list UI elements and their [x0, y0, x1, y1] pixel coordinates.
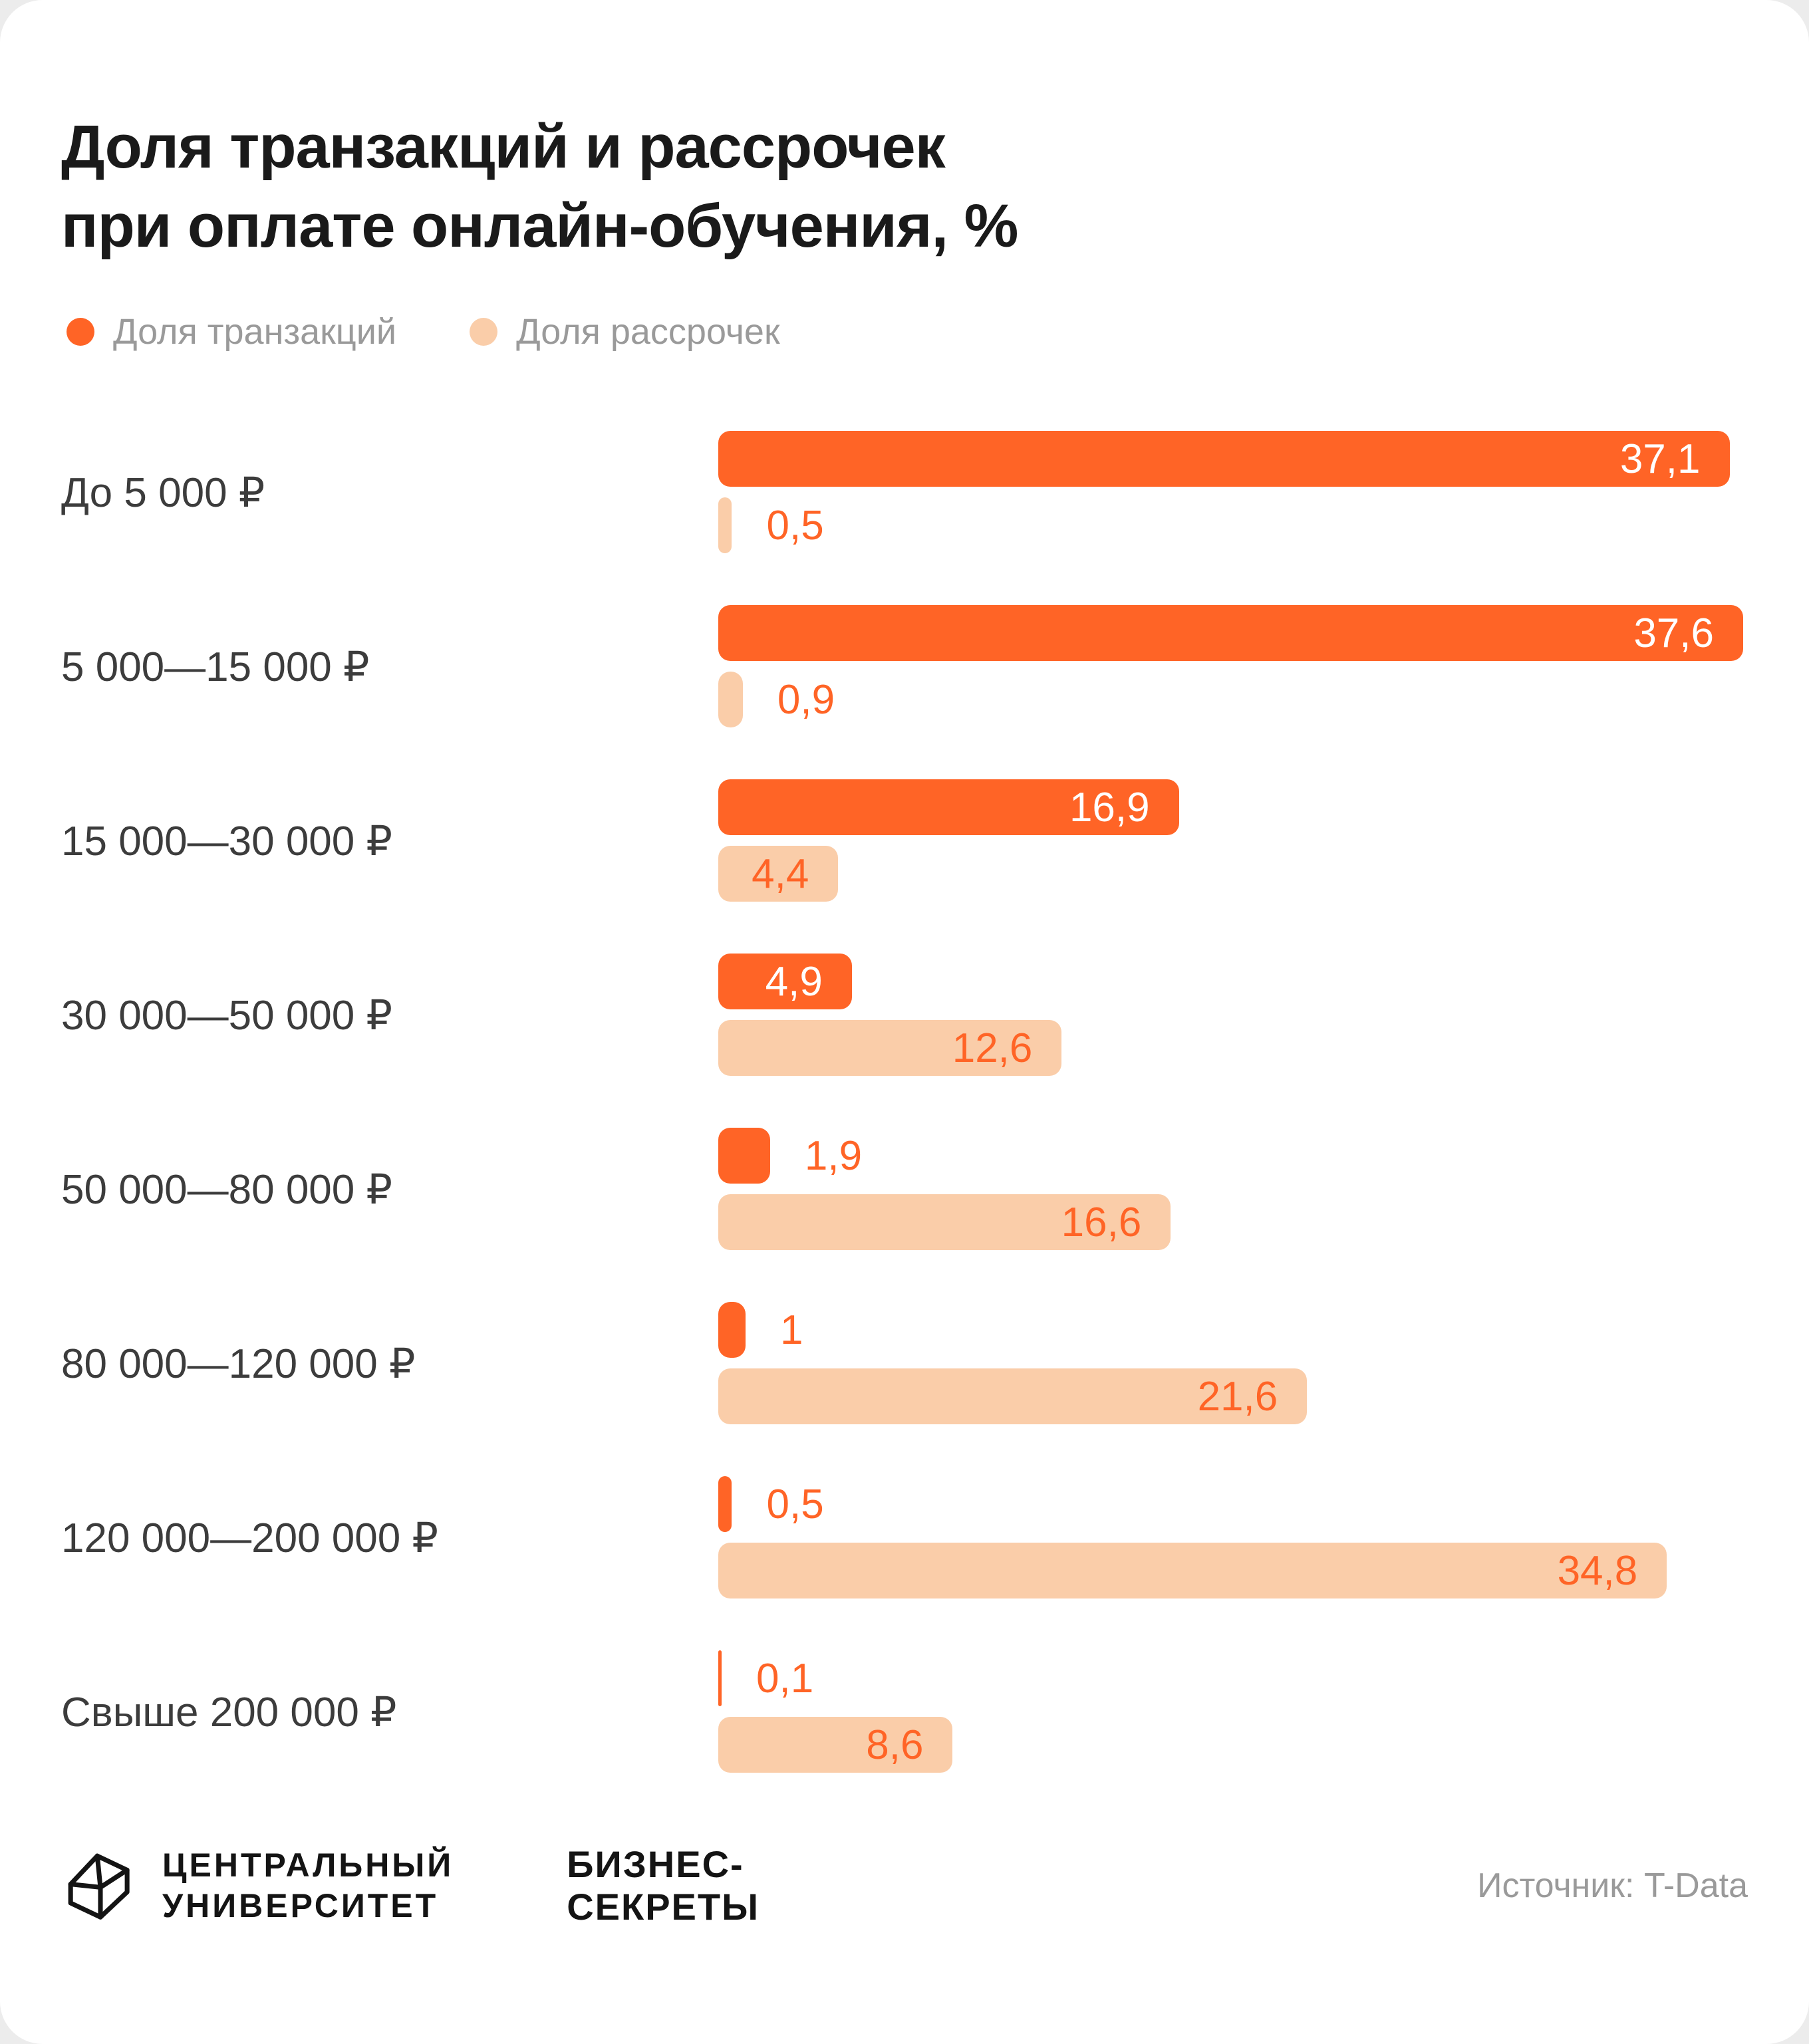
bar-value-label: 0,9 [777, 676, 835, 723]
bar-value-label: 37,1 [1619, 436, 1701, 482]
business-secrets-line2: Секреты [567, 1886, 760, 1928]
legend-item-transactions: Доля транзакций [67, 311, 396, 352]
bar-track: 37,1 [718, 431, 1743, 487]
installments-bar: 8,6 [718, 1717, 953, 1773]
installments-bar [718, 672, 743, 727]
installments-bar: 34,8 [718, 1543, 1667, 1598]
bar-value-label: 16,9 [1069, 784, 1150, 830]
bar-value-label: 21,6 [1197, 1373, 1278, 1420]
bar-track: 12,6 [718, 1020, 1743, 1076]
bar-track: 0,9 [718, 672, 1743, 727]
business-secrets-logo: Бизнес- Секреты [567, 1843, 760, 1929]
bar-track: 1,9 [718, 1128, 1743, 1184]
category-label: 5 000—15 000 ₽ [61, 644, 370, 690]
central-university-logo-text: Центральный Университет [162, 1845, 454, 1926]
bar-value-label: 8,6 [866, 1722, 924, 1768]
chart-row: 50 000—80 000 ₽ 1,9 16,6 [61, 1128, 1743, 1250]
bar-value-label: 1,9 [804, 1132, 863, 1179]
central-university-line1: Центральный [162, 1847, 454, 1884]
bar-group: 1 21,6 [718, 1302, 1743, 1424]
bar-group: 4,9 12,6 [718, 954, 1743, 1076]
central-university-line2: Университет [162, 1887, 439, 1925]
category-label: Свыше 200 000 ₽ [61, 1689, 397, 1735]
page-title: Доля транзакций и рассрочек при оплате о… [61, 108, 1018, 267]
bar-track: 4,4 [718, 846, 1743, 902]
bar-track: 34,8 [718, 1543, 1743, 1598]
bar-track: 8,6 [718, 1717, 1743, 1773]
page-title-line2: при оплате онлайн-обучения, % [61, 192, 1018, 261]
bar-track: 16,6 [718, 1194, 1743, 1250]
bar-value-label: 0,5 [766, 1481, 824, 1527]
chart-row: 30 000—50 000 ₽ 4,9 12,6 [61, 954, 1743, 1076]
transactions-bar [718, 1476, 732, 1532]
chart-row: 5 000—15 000 ₽ 37,6 0,9 [61, 605, 1743, 727]
central-university-logo-icon [68, 1854, 130, 1920]
bar-value-label: 12,6 [952, 1025, 1033, 1071]
installments-bar: 16,6 [718, 1194, 1171, 1250]
transactions-bar: 37,1 [718, 431, 1730, 487]
chart-row: 120 000—200 000 ₽ 0,5 34,8 [61, 1476, 1743, 1598]
chart-row: До 5 000 ₽ 37,1 0,5 [61, 431, 1743, 553]
bar-track: 4,9 [718, 954, 1743, 1009]
bar-value-label: 0,5 [766, 502, 824, 549]
transactions-bar: 16,9 [718, 779, 1179, 835]
bar-value-label: 0,1 [756, 1655, 814, 1702]
category-label: 120 000—200 000 ₽ [61, 1515, 438, 1561]
transactions-bar: 37,6 [718, 605, 1743, 661]
legend-item-installments: Доля рассрочек [470, 311, 780, 352]
source-label: Источник: T-Data [1477, 1866, 1748, 1906]
installments-bar [718, 497, 732, 553]
bar-group: 16,9 4,4 [718, 779, 1743, 902]
business-secrets-line1: Бизнес- [567, 1843, 744, 1885]
chart-row: 80 000—120 000 ₽1 21,6 [61, 1302, 1743, 1424]
category-label: До 5 000 ₽ [61, 469, 265, 516]
bar-track: 0,1 [718, 1650, 1743, 1706]
legend-dot-transactions [67, 318, 94, 346]
bar-track: 0,5 [718, 497, 1743, 553]
installments-bar: 21,6 [718, 1368, 1308, 1424]
footer: Центральный Университет Бизнес- Секреты … [61, 1843, 1748, 1929]
bar-value-label: 4,4 [752, 850, 809, 897]
bar-group: 1,9 16,6 [718, 1128, 1743, 1250]
bar-track: 21,6 [718, 1368, 1743, 1424]
legend-label-installments: Доля рассрочек [516, 312, 780, 352]
bar-value-label: 4,9 [765, 958, 823, 1005]
transactions-bar [718, 1128, 770, 1184]
bar-value-label: 16,6 [1061, 1199, 1142, 1245]
chart-row: 15 000—30 000 ₽ 16,9 4,4 [61, 779, 1743, 902]
transactions-bar [718, 1650, 722, 1706]
bar-value-label: 37,6 [1633, 610, 1714, 656]
transactions-bar [718, 1302, 746, 1358]
bar-track: 1 [718, 1302, 1743, 1358]
category-label: 80 000—120 000 ₽ [61, 1341, 416, 1387]
installments-bar: 4,4 [718, 846, 839, 902]
category-label: 50 000—80 000 ₽ [61, 1166, 392, 1213]
transactions-bar: 4,9 [718, 954, 852, 1009]
bar-group: 0,1 8,6 [718, 1650, 1743, 1773]
legend-dot-installments [470, 318, 498, 346]
bar-value-label: 1 [779, 1307, 803, 1353]
bar-group: 37,1 0,5 [718, 431, 1743, 553]
bar-group: 0,5 34,8 [718, 1476, 1743, 1598]
bar-chart: До 5 000 ₽37,1 0,5 5 000—15 000 ₽37,6 0,9 15… [61, 431, 1743, 1773]
bar-track: 16,9 [718, 779, 1743, 835]
chart-legend: Доля транзакций Доля рассрочек [67, 311, 780, 352]
page-title-line1: Доля транзакций и рассрочек [61, 112, 946, 181]
category-label: 30 000—50 000 ₽ [61, 992, 392, 1039]
bar-track: 37,6 [718, 605, 1743, 661]
legend-label-transactions: Доля транзакций [113, 312, 397, 352]
installments-bar: 12,6 [718, 1020, 1062, 1076]
central-university-logo: Центральный Университет [61, 1845, 454, 1926]
bar-value-label: 34,8 [1557, 1547, 1638, 1594]
chart-row: Свыше 200 000 ₽ 0,1 8,6 [61, 1650, 1743, 1773]
category-label: 15 000—30 000 ₽ [61, 818, 392, 864]
bar-track: 0,5 [718, 1476, 1743, 1532]
bar-group: 37,6 0,9 [718, 605, 1743, 727]
